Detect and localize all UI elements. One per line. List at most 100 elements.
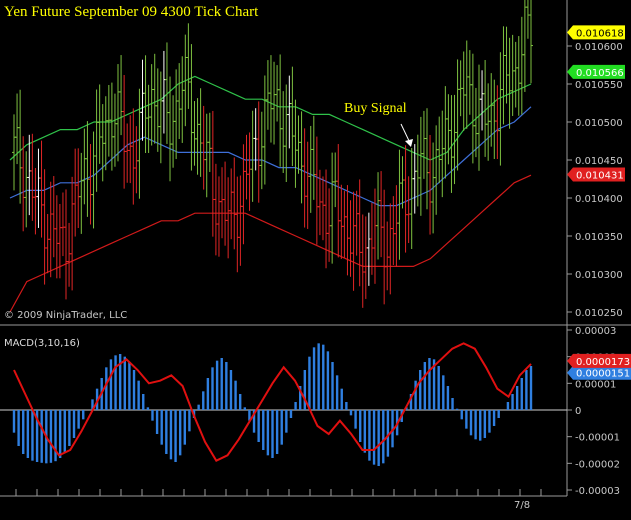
macd-histogram-bar xyxy=(455,408,459,410)
macd-histogram-bar xyxy=(363,410,367,453)
macd-histogram-bar xyxy=(155,410,159,434)
macd-tick-label: 0.00001 xyxy=(575,379,616,390)
price-tick-label: 0.010250 xyxy=(575,308,623,319)
macd-histogram-bar xyxy=(109,359,113,410)
price-marker-label: 0.010618 xyxy=(576,28,624,39)
macd-histogram-bar xyxy=(335,375,339,410)
macd-histogram-bar xyxy=(202,391,205,410)
price-marker-label: 0.010566 xyxy=(576,68,624,79)
macd-histogram-bar xyxy=(257,410,260,442)
macd-histogram-bar xyxy=(40,410,43,463)
price-marker-box xyxy=(567,25,625,40)
macd-histogram-bar xyxy=(492,410,496,426)
lower-band-line xyxy=(9,174,532,313)
macd-histogram-bar xyxy=(160,410,163,445)
macd-histogram-bar xyxy=(317,343,320,410)
macd-histogram-bar xyxy=(178,410,182,456)
copyright-text: © 2009 NinjaTrader, LLC xyxy=(4,310,128,321)
macd-histogram-bar xyxy=(312,347,316,410)
macd-histogram-bar xyxy=(174,410,177,462)
macd-tick-label: -0.00002 xyxy=(575,459,620,470)
macd-indicator-label: MACD(3,10,16) xyxy=(4,338,80,349)
price-tick-label: 0.010300 xyxy=(575,270,623,281)
macd-signal-line xyxy=(13,342,532,462)
macd-histogram-bar xyxy=(123,356,126,410)
macd-histogram-bar xyxy=(132,370,136,410)
macd-histogram-bar xyxy=(451,398,454,410)
macd-histogram-bar xyxy=(525,370,528,410)
price-marker-tag: 0.010431 xyxy=(567,167,625,182)
macd-histogram-bar xyxy=(146,407,150,410)
macd-histogram-bar xyxy=(442,375,445,410)
macd-marker-box xyxy=(567,365,631,380)
macd-histogram-bar xyxy=(349,410,353,416)
macd-histogram-bar xyxy=(128,362,131,410)
macd-histogram-bar xyxy=(77,410,80,429)
macd-histogram-bar xyxy=(68,410,71,446)
macd-histogram-bar xyxy=(460,410,463,420)
macd-histogram-bar xyxy=(252,410,256,433)
price-tick-label: 0.010350 xyxy=(575,232,623,243)
macd-histogram-bar xyxy=(225,362,228,410)
time-tick-label: 7/8 xyxy=(514,500,530,511)
macd-histogram-bar xyxy=(142,394,145,410)
macd-histogram-bar xyxy=(368,410,371,461)
macd-histogram-bar xyxy=(428,358,431,410)
chart-title: Yen Future September 09 4300 Tick Chart xyxy=(4,4,259,20)
macd-histogram-bar xyxy=(215,360,219,410)
macd-histogram-bar xyxy=(308,356,311,410)
macd-histogram-bar xyxy=(266,410,270,456)
macd-tick-label: -0.00003 xyxy=(575,486,620,497)
macd-histogram-bar xyxy=(183,410,186,445)
buy-signal-arrowhead xyxy=(405,139,413,147)
macd-histogram-bar xyxy=(95,388,99,410)
macd-histogram-bar xyxy=(137,380,140,410)
macd-histogram-bar xyxy=(275,410,279,454)
macd-histogram-bar xyxy=(322,344,325,410)
macd-histogram-bar xyxy=(118,354,122,410)
macd-histogram-bar xyxy=(359,410,362,442)
macd-histogram-bar xyxy=(479,410,482,441)
macd-marker-label: 0.0000151 xyxy=(576,369,630,380)
macd-histogram-bar xyxy=(345,402,348,410)
macd-histogram-bar xyxy=(377,410,380,466)
macd-histogram-bar xyxy=(234,380,237,410)
macd-histogram-bar xyxy=(432,359,436,410)
macd-histogram-bar xyxy=(511,394,514,410)
price-tick-label: 0.010500 xyxy=(575,118,623,129)
buy-signal-annotation: Buy Signal xyxy=(344,101,407,116)
macd-histogram-bar xyxy=(238,394,242,410)
macd-histogram-bar xyxy=(271,410,274,458)
price-tick-label: 0.010450 xyxy=(575,156,623,167)
macd-histogram-bar xyxy=(488,410,491,433)
macd-histogram-bar xyxy=(423,362,427,410)
price-marker-box xyxy=(567,64,625,79)
macd-histogram-bar xyxy=(529,366,533,410)
macd-marker-label: 0.0000173 xyxy=(576,357,630,368)
macd-histogram-bar xyxy=(114,355,117,410)
macd-marker-tag: 0.0000173 xyxy=(567,353,631,368)
macd-histogram-bar xyxy=(474,410,477,440)
price-tick-label: 0.010400 xyxy=(575,194,623,205)
macd-histogram-bar xyxy=(63,410,66,453)
macd-histogram-bar xyxy=(31,410,34,461)
macd-histogram-bar xyxy=(58,410,62,458)
price-tick-label: 0.010600 xyxy=(575,42,623,53)
macd-histogram-bar xyxy=(49,410,53,463)
macd-histogram-bar xyxy=(497,410,500,418)
macd-histogram-bar xyxy=(409,394,413,410)
macd-histogram-bar xyxy=(386,410,390,457)
macd-histogram-bar xyxy=(340,388,343,410)
price-tick-label: 0.010550 xyxy=(575,80,623,91)
macd-histogram-bar xyxy=(220,358,223,410)
macd-histogram-bar xyxy=(483,410,487,438)
macd-histogram-bar xyxy=(354,410,357,429)
macd-tick-label: 0 xyxy=(575,406,581,417)
macd-histogram-bar xyxy=(303,370,307,410)
macd-histogram-bar xyxy=(169,410,173,460)
macd-histogram-bar xyxy=(465,410,468,429)
macd-histogram-bar xyxy=(91,399,94,410)
macd-marker-box xyxy=(567,353,631,368)
macd-tick-label: 0.00003 xyxy=(575,326,616,337)
